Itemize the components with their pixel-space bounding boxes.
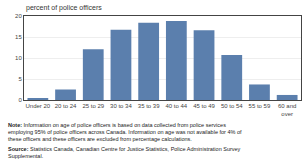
svg-text:Note: Information on age of po: Note: Information on age of police offic… xyxy=(8,122,242,142)
svg-text:30 to 34: 30 to 34 xyxy=(110,103,132,109)
svg-text:Source: Statistics Canada, Can: Source: Statistics Canada, Canadian Cent… xyxy=(8,146,241,159)
svg-text:10: 10 xyxy=(15,55,22,61)
svg-text:15: 15 xyxy=(15,34,22,40)
svg-text:25 to 29: 25 to 29 xyxy=(82,103,104,109)
svg-text:55 to 59: 55 to 59 xyxy=(249,103,271,109)
svg-text:5: 5 xyxy=(18,76,22,82)
svg-text:60 andover: 60 andover xyxy=(278,103,296,117)
svg-text:percent of police officers: percent of police officers xyxy=(26,4,102,12)
svg-text:45 to 49: 45 to 49 xyxy=(193,103,215,109)
svg-text:35 to 39: 35 to 39 xyxy=(138,103,160,109)
svg-text:0: 0 xyxy=(18,97,22,103)
svg-text:20 to 24: 20 to 24 xyxy=(55,103,77,109)
svg-text:40 to 44: 40 to 44 xyxy=(166,103,188,109)
svg-text:20: 20 xyxy=(15,13,22,19)
svg-text:50 to 54: 50 to 54 xyxy=(221,103,243,109)
svg-text:Under 20: Under 20 xyxy=(26,103,51,109)
